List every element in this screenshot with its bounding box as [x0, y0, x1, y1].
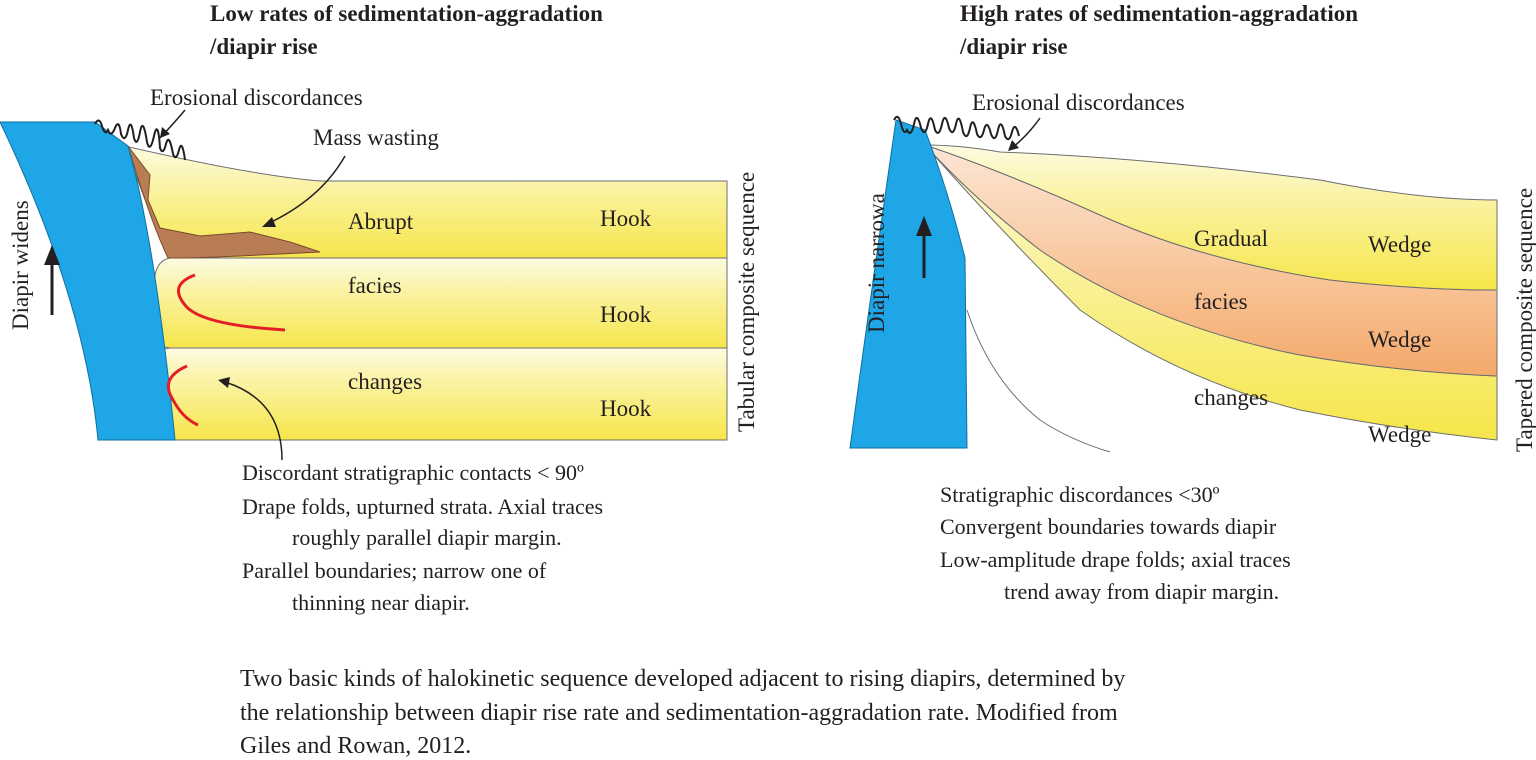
right-diagram: High rates of sedimentation-aggradation …	[849, 1, 1536, 604]
caption-line-3: Giles and Rowan, 2012.	[240, 733, 471, 759]
left-fold-trace-bottom	[166, 364, 199, 427]
right-erosional-arrowhead	[1008, 140, 1019, 151]
right-diapir	[849, 119, 968, 449]
right-erosional-label: Erosional discordances	[972, 90, 1185, 115]
left-erosional-label: Erosional discordances	[150, 85, 363, 110]
right-sequence-label: Tapered composite sequence	[1512, 188, 1536, 452]
left-layer-label-1: Abrupt	[348, 209, 414, 234]
left-hook-label-1: Hook	[600, 206, 652, 231]
left-rise-arrowhead	[44, 245, 60, 265]
left-hook-label-2: Hook	[600, 302, 652, 327]
left-layer-bottom	[149, 347, 728, 441]
right-wedge-label-3: Wedge	[1368, 422, 1431, 447]
mass-wasting-label: Mass wasting	[313, 125, 439, 150]
right-erosional-squiggle	[893, 115, 1020, 141]
right-rise-arrowhead	[916, 216, 932, 236]
right-title-line2: /diapir rise	[959, 34, 1068, 59]
left-note-3: roughly parallel diapir margin.	[292, 525, 562, 550]
left-erosional-squiggle	[94, 119, 186, 161]
caption-line-2: the relationship between diapir rise rat…	[240, 700, 1118, 726]
right-erosional-arrow	[1011, 117, 1041, 149]
right-note-3: Low-amplitude drape folds; axial traces	[940, 547, 1291, 572]
right-wedge-label-2: Wedge	[1368, 327, 1431, 352]
left-vertical-label: Diapir widens	[8, 200, 33, 330]
figure-caption: Two basic kinds of halokinetic sequence …	[240, 666, 1125, 759]
left-hook-label-3: Hook	[600, 396, 652, 421]
caption-line-1: Two basic kinds of halokinetic sequence …	[240, 666, 1125, 692]
left-title-line1: Low rates of sedimentation-aggradation	[210, 1, 603, 26]
mass-wasting-wedge	[127, 145, 321, 259]
left-note-4: Parallel boundaries; narrow one of	[242, 558, 547, 583]
right-note-2: Convergent boundaries towards diapir	[940, 514, 1277, 539]
left-layer-label-2: facies	[348, 273, 402, 298]
left-diapir	[0, 121, 176, 441]
right-wedge-label-1: Wedge	[1368, 232, 1431, 257]
left-diagram: Low rates of sedimentation-aggradation /…	[0, 1, 759, 615]
left-notes-arrow	[224, 381, 283, 461]
right-layer-label-3: changes	[1194, 385, 1268, 410]
left-layer-label-3: changes	[348, 369, 422, 394]
right-layer-top	[924, 144, 1498, 291]
right-note-4: trend away from diapir margin.	[1004, 579, 1279, 604]
right-vertical-label: Diapir narrowa	[864, 193, 889, 333]
right-layer-label-1: Gradual	[1194, 226, 1268, 251]
left-sequence-label: Tabular composite sequence	[734, 172, 759, 432]
right-note-1: Stratigraphic discordances <30º	[940, 482, 1220, 507]
left-fold-trace-middle	[176, 273, 286, 332]
left-note-1: Discordant stratigraphic contacts < 90º	[242, 460, 584, 485]
right-layer-label-2: facies	[1194, 289, 1248, 314]
left-erosional-arrowhead	[160, 127, 170, 138]
left-title-line2: /diapir rise	[209, 34, 318, 59]
right-lower-boundary	[966, 309, 1111, 453]
right-title-line1: High rates of sedimentation-aggradation	[960, 1, 1358, 26]
left-notes-arrowhead	[218, 377, 230, 388]
mass-wasting-arrow	[264, 155, 346, 226]
left-note-5: thinning near diapir.	[292, 590, 470, 615]
mass-wasting-arrowhead	[262, 217, 276, 227]
left-note-2: Drape folds, upturned strata. Axial trac…	[242, 494, 603, 519]
